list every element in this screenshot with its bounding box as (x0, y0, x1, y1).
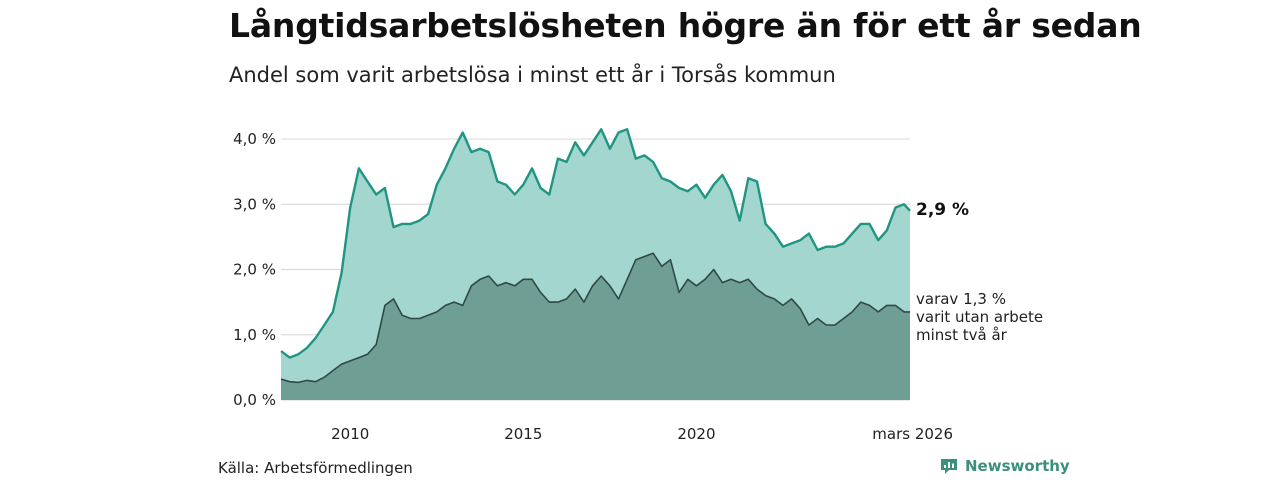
brand-name: Newsworthy (965, 457, 1070, 475)
end-label-main: 2,9 % (916, 200, 969, 220)
y-axis-ticks: 0,0 % 1,0 % 2,0 % 3,0 % 4,0 % (233, 130, 276, 409)
series-line-minst_ett_ar (280, 128, 911, 359)
end-label-sub-line: varav 1,3 % (916, 290, 1006, 308)
series-line-minst_tva_ar (280, 252, 910, 384)
y-tick-label: 3,0 % (233, 195, 276, 213)
source-note: Källa: Arbetsförmedlingen (218, 459, 413, 477)
y-tick-label: 0,0 % (233, 391, 276, 409)
y-tick-label: 4,0 % (233, 130, 276, 148)
x-tick-label: 2010 (331, 425, 369, 443)
end-label-sub-line: varit utan arbete (916, 308, 1043, 326)
newsworthy-icon (941, 459, 957, 474)
x-axis-ticks: 2010 2015 2020 mars 2026 (331, 425, 953, 443)
end-label-sub-line: minst två år (916, 326, 1008, 344)
x-tick-label: mars 2026 (872, 425, 953, 443)
series-area-minst_tva_ar (281, 253, 910, 400)
y-tick-label: 2,0 % (233, 261, 276, 279)
y-tick-label: 1,0 % (233, 326, 276, 344)
series-areas (280, 128, 911, 401)
brand-logo[interactable]: Newsworthy (939, 456, 1070, 476)
x-tick-label: 2020 (677, 425, 715, 443)
x-tick-label: 2015 (504, 425, 542, 443)
chart-subtitle: Andel som varit arbetslösa i minst ett å… (229, 63, 836, 87)
chart-title: Långtidsarbetslösheten högre än för ett … (229, 6, 1142, 45)
